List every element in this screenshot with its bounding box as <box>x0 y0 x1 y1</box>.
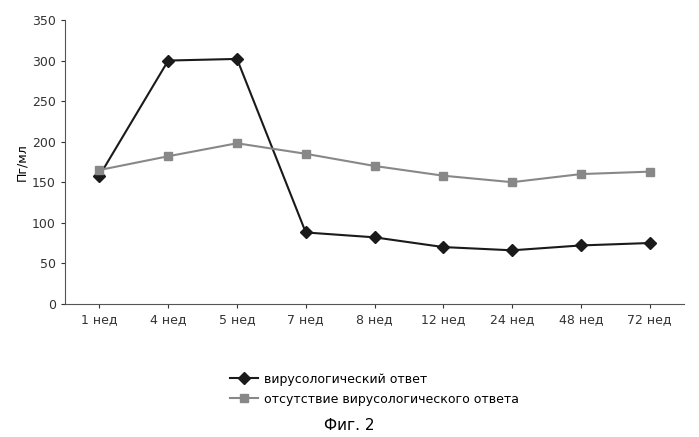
Line: вирусологический ответ: вирусологический ответ <box>95 55 654 254</box>
отсутствие вирусологического ответа <box>439 173 447 178</box>
вирусологический ответ <box>577 243 585 248</box>
вирусологический ответ <box>439 244 447 250</box>
вирусологический ответ <box>370 235 379 240</box>
отсутствие вирусологического ответа <box>577 171 585 177</box>
Y-axis label: Пг/мл: Пг/мл <box>15 143 28 181</box>
вирусологический ответ <box>164 58 173 63</box>
Text: Фиг. 2: Фиг. 2 <box>324 418 375 433</box>
отсутствие вирусологического ответа <box>301 151 310 156</box>
вирусологический ответ <box>95 173 103 178</box>
Line: отсутствие вирусологического ответа: отсутствие вирусологического ответа <box>95 139 654 186</box>
Legend: вирусологический ответ, отсутствие вирусологического ответа: вирусологический ответ, отсутствие вирус… <box>230 372 519 406</box>
вирусологический ответ <box>645 240 654 246</box>
отсутствие вирусологического ответа <box>508 180 517 185</box>
вирусологический ответ <box>233 56 241 62</box>
вирусологический ответ <box>508 248 517 253</box>
отсутствие вирусологического ответа <box>370 163 379 169</box>
вирусологический ответ <box>301 230 310 235</box>
отсутствие вирусологического ответа <box>645 169 654 174</box>
отсутствие вирусологического ответа <box>164 154 173 159</box>
отсутствие вирусологического ответа <box>95 167 103 173</box>
отсутствие вирусологического ответа <box>233 141 241 146</box>
